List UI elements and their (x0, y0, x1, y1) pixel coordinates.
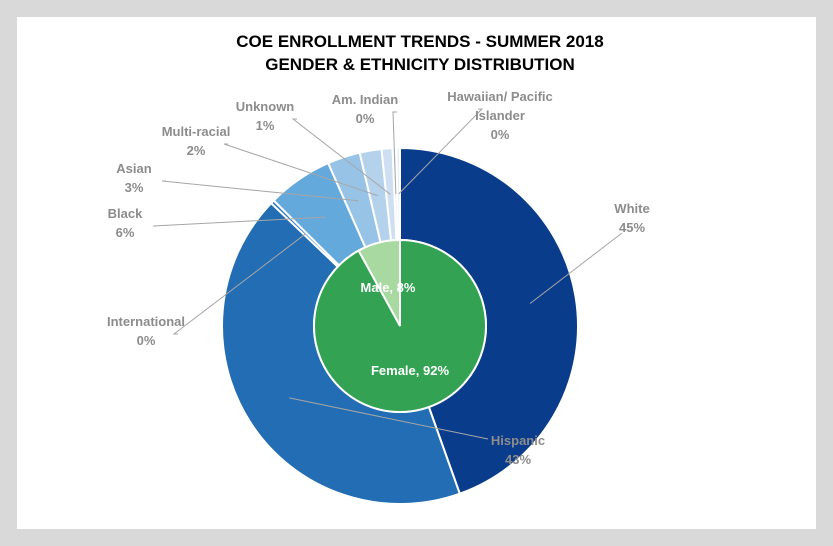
chart-title-line1: COE ENROLLMENT TRENDS - SUMMER 2018 (236, 32, 603, 51)
leader-international (172, 233, 306, 335)
chart-title-line2: GENDER & ETHNICITY DISTRIBUTION (265, 55, 574, 74)
leader-white (529, 232, 623, 304)
leader-hawaiian-pacific-islander (398, 108, 484, 195)
leader-hispanic (289, 397, 489, 440)
leader-asian (161, 180, 359, 202)
label-white: White 45% (614, 201, 649, 235)
leader-unknown (291, 118, 391, 195)
label-hispanic: Hispanic 43% (491, 433, 545, 467)
label-asian: Asian 3% (116, 161, 151, 195)
leader-am-indian (392, 111, 397, 195)
label-black: Black 6% (108, 206, 143, 240)
label-am-indian: Am. Indian 0% (332, 92, 399, 126)
slice-female (313, 238, 487, 413)
label-multi-racial: Multi-racial 2% (162, 124, 231, 158)
leader-black (152, 216, 326, 227)
label-international: International 0% (107, 314, 185, 348)
label-male: Male, 8% (361, 280, 416, 295)
label-hawaiian-pacific-islander: Hawaiian/ Pacific Islander 0% (447, 89, 553, 142)
leader-multi-racial (223, 143, 379, 197)
label-unknown: Unknown 1% (236, 99, 295, 133)
label-female: Female, 92% (371, 363, 449, 378)
